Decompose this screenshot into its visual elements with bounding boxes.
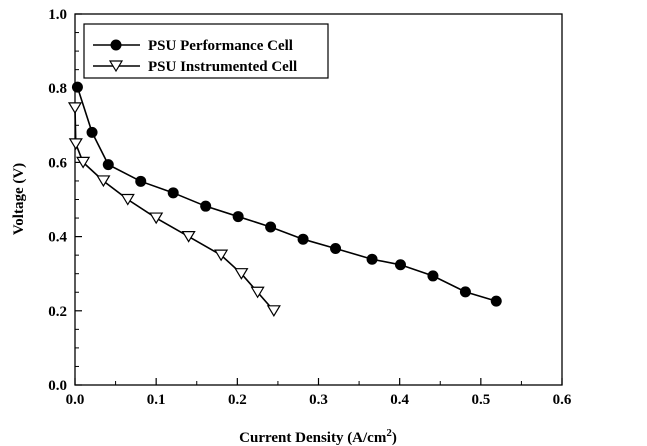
y-axis-label: Voltage (V) (11, 163, 27, 235)
data-point-circle (200, 200, 212, 212)
x-axis-label-superscript: 2 (386, 427, 392, 439)
data-point-circle (427, 270, 439, 282)
legend-marker-performance (110, 39, 122, 51)
data-point-circle (265, 221, 277, 233)
legend-box (83, 23, 329, 79)
data-point-circle (330, 242, 342, 254)
x-axis-label-end: ) (392, 430, 397, 446)
data-point-triangle (67, 102, 83, 115)
y-tick-label: 0.4 (48, 230, 67, 246)
y-tick-labels: 0.0 0.2 0.4 0.6 0.8 1.0 (48, 7, 67, 394)
legend-label-performance: PSU Performance Cell (148, 38, 293, 54)
data-point-triangle (96, 175, 111, 188)
y-tick-label: 0.6 (48, 155, 67, 171)
x-tick-label: 0.2 (228, 392, 247, 408)
series-performance-cell (71, 81, 502, 307)
x-tick-labels: 0.0 0.1 0.2 0.3 0.4 0.5 0.6 (66, 392, 572, 408)
x-tick-label: 0.5 (471, 392, 490, 408)
data-point-circle (71, 81, 83, 93)
data-point-circle (490, 295, 502, 307)
legend-marker-instrumented (108, 60, 124, 73)
data-point-circle (86, 126, 98, 138)
data-point-triangle (181, 231, 196, 243)
y-tick-label: 0.0 (48, 378, 67, 394)
data-point-triangle (250, 286, 265, 299)
series-line (74, 107, 275, 312)
data-point-triangle (68, 138, 83, 151)
data-point-circle (102, 159, 114, 171)
x-tick-label: 0.1 (147, 392, 166, 408)
data-point-circle (232, 211, 244, 223)
x-tick-label: 0.6 (553, 392, 572, 408)
x-axis-label: Current Density (A/cm2) (239, 427, 397, 446)
data-point-circle (366, 253, 378, 265)
data-point-triangle (234, 268, 249, 280)
data-point-circle (167, 187, 179, 199)
data-point-triangle (149, 212, 164, 225)
data-point-triangle (214, 249, 229, 262)
legend-label-instrumented: PSU Instrumented Cell (148, 59, 297, 75)
data-point-circle (394, 259, 406, 271)
y-tick-label: 1.0 (48, 7, 67, 23)
data-point-triangle (120, 193, 135, 206)
tick-marks (74, 13, 563, 386)
data-point-circle (459, 286, 471, 298)
x-tick-label: 0.4 (390, 392, 409, 408)
series-line (76, 86, 497, 302)
series-layer (67, 81, 502, 317)
legend: PSU Performance Cell PSU Instrumented Ce… (83, 23, 329, 79)
data-point-triangle (266, 305, 281, 317)
data-point-triangle (76, 156, 91, 169)
data-point-circle (135, 175, 147, 187)
x-tick-label: 0.3 (309, 392, 328, 408)
data-point-circle (297, 233, 309, 245)
y-tick-label: 0.2 (48, 304, 67, 320)
series-instrumented-cell (67, 102, 281, 317)
x-tick-label: 0.0 (66, 392, 85, 408)
y-tick-label: 0.8 (48, 81, 67, 97)
